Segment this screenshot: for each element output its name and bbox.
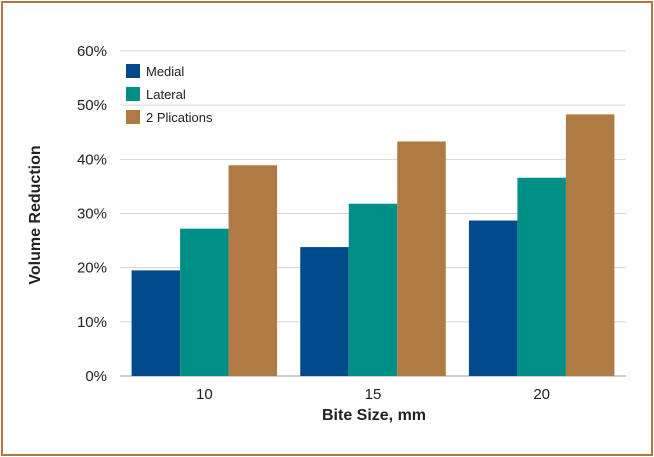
legend-swatch (126, 64, 140, 78)
legend: Medial Lateral 2 Plications (126, 64, 213, 125)
bar-medial (468, 220, 518, 376)
bar-lateral (180, 228, 229, 376)
bar-medial (300, 247, 349, 376)
bars (131, 114, 615, 376)
bar-2-plications (228, 165, 278, 376)
bar-medial (131, 270, 181, 376)
bar-2-plications (397, 141, 446, 376)
legend-label: Lateral (146, 87, 186, 102)
y-tick-label: 30% (77, 206, 107, 223)
y-tick-labels: 0% 10% 20% 30% 40% 50% 60% (77, 43, 107, 385)
x-axis-title: Bite Size, mm (322, 407, 426, 424)
x-tick-label: 20 (533, 386, 550, 403)
legend-swatch (126, 87, 140, 101)
y-tick-label: 50% (77, 97, 107, 114)
y-axis-title: Volume Reduction (27, 145, 44, 284)
x-tick-labels: 10 15 20 (196, 386, 550, 403)
bar-lateral (517, 177, 566, 376)
legend-label: Medial (146, 64, 184, 79)
legend-swatch (126, 110, 140, 124)
legend-label: 2 Plications (146, 110, 213, 125)
bar-lateral (348, 203, 398, 376)
y-tick-label: 0% (85, 368, 107, 385)
bar-2-plications (565, 114, 615, 376)
y-tick-label: 10% (77, 314, 107, 331)
y-tick-label: 20% (77, 260, 107, 277)
x-tick-label: 10 (196, 386, 213, 403)
y-tick-label: 40% (77, 151, 107, 168)
x-tick-label: 15 (365, 386, 382, 403)
y-tick-label: 60% (77, 43, 107, 60)
